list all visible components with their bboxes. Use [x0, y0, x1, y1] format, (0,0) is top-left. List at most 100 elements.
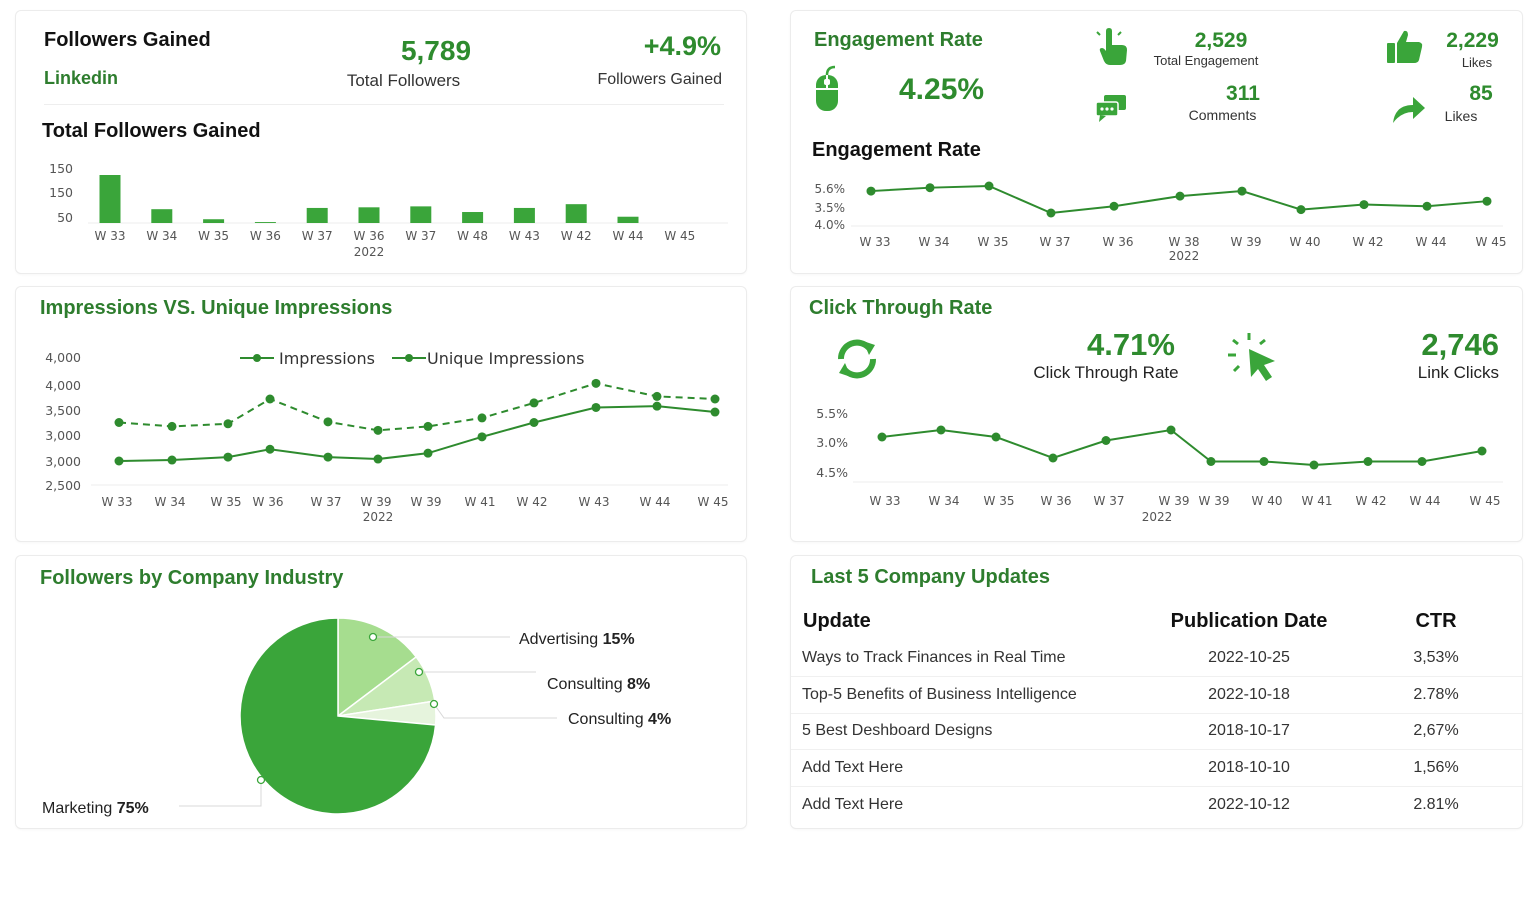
data-point — [877, 432, 887, 442]
x-tick-label: W 34 — [146, 229, 177, 243]
followers-gain-label: Followers Gained — [597, 71, 723, 88]
data-point — [652, 391, 662, 401]
legend-impressions-marker — [253, 354, 261, 362]
data-point — [710, 394, 720, 404]
data-point — [936, 425, 946, 435]
data-point — [265, 444, 275, 454]
pie-label-name: Consulting — [547, 676, 627, 693]
x-tick-label: W 37 — [302, 229, 333, 243]
x-tick-label: W 33 — [860, 235, 891, 249]
x-tick-label: W 42 — [517, 495, 548, 509]
x-sublabel: 2022 — [354, 245, 385, 259]
impressions-title: Impressions VS. Unique Impressions — [40, 297, 393, 319]
y-tick-label: 5.6% — [815, 182, 846, 196]
divider — [44, 104, 724, 105]
bar — [254, 222, 276, 223]
data-point — [1166, 425, 1176, 435]
pie-label: Consulting 8% — [547, 676, 650, 693]
x-tick-label: W 34 — [919, 235, 950, 249]
pie-slice — [239, 617, 437, 815]
y-tick-label: 4.5% — [816, 465, 848, 480]
data-point — [652, 401, 662, 411]
table-row[interactable]: Ways to Track Finances in Real Time 2022-… — [791, 640, 1522, 677]
clicks-value: 2,746 — [1421, 327, 1499, 362]
engagement-line-chart: 5.6% 3.5% 4.0% W 33 W 34 W 35 W 37 W 36 W 38 W 39… — [815, 181, 1507, 263]
pie-label-pct: 75% — [117, 800, 149, 817]
leader-dot — [256, 775, 266, 785]
x-tick-label: W 33 — [102, 495, 133, 509]
update-title-cell: 5 Best Deshboard Designs — [802, 722, 993, 740]
x-tick-label: W 44 — [613, 229, 644, 243]
data-point — [591, 378, 601, 388]
data-point — [591, 402, 601, 412]
y-tick-label: 2,500 — [45, 478, 81, 493]
ctr-label: Click Through Rate — [1033, 363, 1179, 382]
x-sublabel: 2022 — [363, 510, 394, 524]
leader-dot — [368, 632, 378, 642]
data-point — [1048, 453, 1058, 463]
comments-label: Comments — [1188, 107, 1257, 123]
header-publication-date: Publication Date — [1170, 609, 1328, 632]
x-tick-label: W 37 — [1094, 494, 1125, 508]
x-tick-label: W 45 — [1476, 235, 1507, 249]
share-arrow-icon — [1389, 93, 1427, 130]
table-header-row: Update Publication Date CTR — [791, 602, 1522, 640]
table-row[interactable]: 5 Best Deshboard Designs 2018-10-17 2,67% — [791, 713, 1522, 750]
bar — [358, 207, 380, 223]
x-tick-label: W 37 — [405, 229, 436, 243]
ctr-cell: 2.78% — [1413, 685, 1459, 703]
data-point — [323, 452, 333, 462]
pie-label-name: Advertising — [519, 631, 603, 648]
updates-table-body: Ways to Track Finances in Real Time 2022-… — [791, 640, 1522, 823]
x-tick-label: W 35 — [211, 495, 242, 509]
ctr-cell: 1,56% — [1413, 758, 1459, 776]
x-tick-label: W 37 — [1040, 235, 1071, 249]
y-tick-label: 4.0% — [815, 218, 846, 232]
engagement-rate-value: 4.25% — [899, 73, 985, 106]
x-tick-label: W 45 — [664, 229, 695, 243]
data-point — [114, 417, 124, 427]
table-row[interactable]: Add Text Here 2018-10-10 1,56% — [791, 750, 1522, 786]
updates-card: Last 5 Company Updates Update Publicatio… — [790, 555, 1523, 829]
data-point — [223, 452, 233, 462]
x-sublabel: 2022 — [1169, 249, 1200, 263]
x-tick-label: W 43 — [509, 229, 540, 243]
pie-label-name: Marketing — [42, 800, 117, 817]
header-update: Update — [803, 609, 871, 632]
x-tick-label: W 45 — [1470, 494, 1501, 508]
ctr-cell: 2,67% — [1413, 722, 1459, 740]
data-point — [991, 432, 1001, 442]
data-point — [1109, 201, 1119, 211]
series-line — [118, 382, 716, 432]
y-tick-label: 3.0% — [816, 435, 848, 450]
data-point — [1482, 196, 1492, 206]
data-point — [925, 183, 935, 193]
impressions-card: Impressions VS. Unique Impressions 4,000… — [15, 286, 747, 542]
table-row[interactable]: Add Text Here 2022-10-12 2.81% — [791, 786, 1522, 823]
data-point — [265, 394, 275, 404]
data-point — [167, 455, 177, 465]
publication-date-cell: 2018-10-17 — [1208, 722, 1290, 740]
y-tick-label: 150 — [49, 185, 73, 200]
x-tick-label: W 40 — [1290, 235, 1321, 249]
series-line — [881, 428, 1483, 467]
x-tick-label: W 36 — [253, 495, 284, 509]
series-line — [118, 405, 716, 462]
y-tick-label: 50 — [57, 210, 73, 225]
data-point — [167, 421, 177, 431]
total-followers-label: Total Followers — [346, 71, 461, 90]
x-tick-label: W 36 — [1103, 235, 1134, 249]
y-tick-label: 3,000 — [45, 428, 81, 443]
data-point — [323, 417, 333, 427]
data-point — [1046, 208, 1056, 218]
leader-line — [179, 780, 262, 807]
total-engagement-label: Total Engagement — [1153, 53, 1259, 68]
x-tick-label: W 41 — [1302, 494, 1333, 508]
x-tick-label: W 41 — [465, 495, 496, 509]
data-point — [1359, 200, 1369, 210]
data-point — [1259, 457, 1269, 466]
cursor-click-icon — [1227, 331, 1285, 390]
table-row[interactable]: Top-5 Benefits of Business Intelligence 2… — [791, 677, 1522, 713]
data-point — [1175, 191, 1185, 201]
data-point — [866, 186, 876, 196]
